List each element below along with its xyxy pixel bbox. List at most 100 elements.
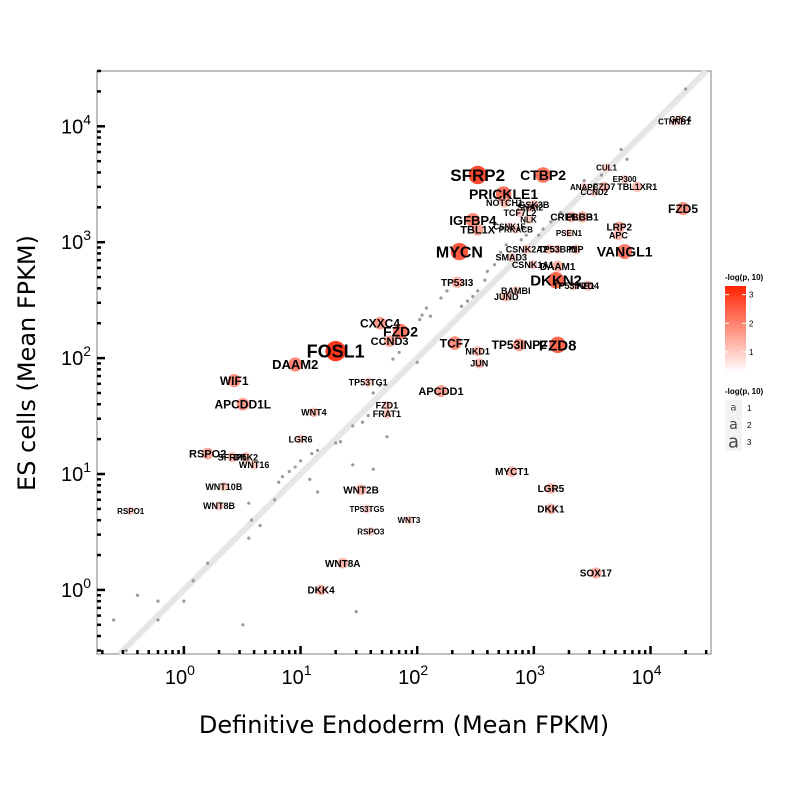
data-point: [547, 271, 565, 289]
size-legend-label: 3: [747, 438, 752, 447]
data-point: [126, 506, 136, 516]
data-point: [544, 244, 554, 255]
point-label: NLK: [520, 215, 537, 224]
point-label: RSPO2: [189, 449, 226, 461]
data-point: [393, 323, 409, 339]
point-label: SFRP2: [450, 166, 505, 185]
data-point: [240, 451, 251, 463]
minor-point: [424, 306, 429, 310]
point-label: CUL1: [596, 164, 617, 173]
data-point: [373, 316, 387, 330]
minor-point: [293, 465, 297, 469]
minor-point: [287, 469, 291, 474]
data-point: [355, 484, 367, 496]
minor-point: [537, 233, 541, 237]
minor-point: [280, 474, 285, 479]
data-point: [564, 228, 574, 238]
color-legend: -log(p, 10) 1 2 3: [725, 273, 764, 372]
data-point: [383, 335, 396, 348]
point-label: VANGL1: [597, 244, 653, 260]
point-label: FZD4: [577, 281, 600, 291]
point-label: CTNNB1: [658, 117, 691, 126]
minor-point: [471, 294, 475, 299]
data-point: [535, 167, 551, 183]
data-point: [525, 202, 536, 213]
minor-point: [465, 299, 470, 303]
point-label: RSPO1: [117, 507, 145, 516]
size-legend-glyph: a: [728, 432, 739, 453]
data-point: [499, 197, 510, 208]
data-point: [227, 451, 238, 463]
minor-point: [378, 383, 382, 388]
data-point: [524, 215, 533, 224]
minor-point: [315, 490, 320, 494]
point-label: TP53INP1: [553, 281, 595, 291]
minor-point: [135, 593, 140, 597]
data-points: [126, 114, 690, 596]
y-tick-label: 101: [61, 459, 91, 486]
point-label: DAAM2: [272, 357, 318, 372]
data-point: [315, 584, 327, 596]
data-point: [447, 336, 462, 350]
point-label: NKD1: [465, 346, 490, 356]
point-label: TBL1X: [460, 225, 496, 237]
point-label: MYCN: [436, 244, 483, 261]
data-point: [366, 526, 376, 536]
point-label: INP: [569, 244, 584, 254]
point-label: FZD5: [668, 202, 698, 216]
minor-point: [524, 233, 528, 237]
point-label: FRAT1: [373, 409, 401, 419]
size-legend: -log(p, 10) a 1a 2a 3: [725, 387, 764, 453]
data-point: [362, 504, 372, 514]
minor-point: [241, 623, 245, 627]
point-label: TP53INP2: [492, 338, 548, 352]
data-point: [569, 281, 579, 291]
data-point: [337, 557, 349, 569]
minor-point: [351, 463, 355, 467]
data-point: [552, 260, 564, 272]
minor-point: [247, 501, 251, 505]
point-label: ANAPC: [570, 183, 599, 192]
data-point: [201, 447, 214, 460]
data-point: [468, 165, 487, 185]
point-label: FOSL1: [307, 342, 365, 362]
point-label: LGR6: [289, 434, 313, 444]
data-point: [505, 222, 515, 232]
point-label: TBL1XR1: [617, 182, 657, 192]
data-point: [632, 181, 643, 193]
point-labels: FOSL1 SFRP2 MYCN DKKN2 FZD8 CTBP2 PRICKLE1 VANG…: [117, 115, 698, 596]
minor-point: [366, 413, 370, 418]
point-label: WNT4: [301, 408, 327, 418]
data-point: [582, 280, 593, 291]
data-point: [511, 286, 521, 296]
minor-point: [247, 536, 251, 540]
data-point: [553, 244, 563, 254]
data-point: [506, 466, 518, 477]
point-label: TP53I3: [441, 278, 474, 289]
minor-point: [206, 561, 210, 565]
data-point: [236, 397, 250, 411]
point-label: GSK3B: [518, 200, 550, 210]
point-label: CCND3: [371, 336, 409, 348]
data-point: [501, 291, 512, 302]
point-label: FZD1: [376, 401, 399, 411]
point-label: JUN: [470, 359, 488, 369]
point-label: DKK2: [234, 452, 259, 462]
minor-point: [619, 147, 623, 152]
minor-point: [112, 618, 116, 622]
data-point: [495, 186, 512, 202]
minor-point: [492, 263, 497, 267]
x-tick-label: 104: [631, 662, 661, 689]
axis-tick-labels: 100 101 102 103 104 100 101 102 103 104: [61, 111, 662, 689]
data-point: [363, 377, 373, 387]
minor-point: [499, 250, 503, 254]
point-label: JUND: [494, 292, 519, 302]
point-label: MYCT1: [495, 467, 529, 478]
point-label: SOX17: [580, 569, 613, 580]
point-label: IGFBP4: [449, 213, 497, 228]
point-label: SFRP5: [218, 452, 247, 462]
color-legend-bar: [725, 286, 746, 372]
minor-point: [385, 435, 389, 439]
data-point: [617, 244, 633, 260]
